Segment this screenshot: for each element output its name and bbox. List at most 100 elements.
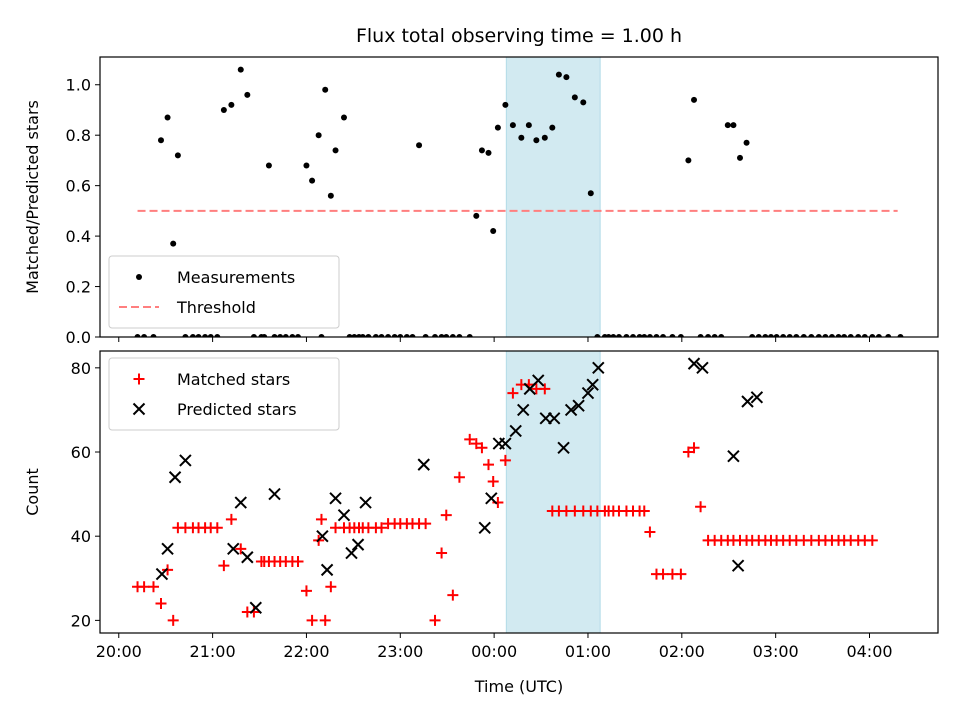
predicted-star-point xyxy=(564,403,578,417)
legend-box xyxy=(108,255,340,329)
measurement-point xyxy=(295,334,302,337)
matched-star-point xyxy=(866,534,878,546)
measurement-point xyxy=(749,334,756,337)
predicted-star-point xyxy=(345,546,358,560)
ratio-y-tick-label: 0.6 xyxy=(66,177,91,196)
matched-star-point xyxy=(429,614,441,626)
measurement-point xyxy=(409,334,416,337)
legend-label: Predicted stars xyxy=(177,400,297,419)
matched-star-point xyxy=(292,555,304,567)
measurement-point xyxy=(372,334,379,337)
measurement-point xyxy=(518,134,525,141)
measurement-point xyxy=(563,74,570,81)
measurement-point xyxy=(403,334,410,337)
predicted-star-point xyxy=(485,492,498,505)
measurement-point xyxy=(202,334,209,337)
measurement-point xyxy=(174,152,181,159)
measurement-point xyxy=(157,137,164,144)
measurement-point xyxy=(449,334,456,337)
measurement-point xyxy=(808,334,815,337)
matched-star-point xyxy=(306,614,318,626)
predicted-star-point xyxy=(337,508,351,522)
predicted-star-point xyxy=(155,567,169,581)
matched-star-point xyxy=(300,585,312,597)
matched-star-point xyxy=(440,509,452,521)
measurement-point xyxy=(318,334,325,337)
measurement-point xyxy=(473,212,480,219)
count-y-tick-label: 80 xyxy=(71,359,91,378)
measurement-point xyxy=(630,334,637,337)
measurement-point xyxy=(555,71,562,78)
measurement-point xyxy=(397,334,404,337)
measurement-point xyxy=(340,114,347,121)
measurement-point xyxy=(711,334,718,337)
measurement-point xyxy=(309,177,316,184)
measurement-point xyxy=(438,334,445,337)
ratio-y-tick-label: 1.0 xyxy=(66,76,91,95)
measurement-point xyxy=(580,99,587,106)
measurement-point xyxy=(847,334,854,337)
matched-star-point xyxy=(155,598,167,610)
count-highlight-span xyxy=(505,350,601,634)
matched-star-point xyxy=(682,446,694,458)
legend-measurement-swatch xyxy=(136,274,142,280)
ratio-frame xyxy=(99,56,939,338)
measurement-point xyxy=(773,334,780,337)
measurement-point xyxy=(220,106,227,113)
measurement-point xyxy=(653,334,660,337)
matched-star-point xyxy=(225,513,237,525)
matched-star-point xyxy=(644,526,656,538)
matched-star-point xyxy=(688,442,700,454)
measurement-point xyxy=(762,334,769,337)
matched-star-point xyxy=(315,513,327,525)
matched-star-point xyxy=(507,387,519,399)
measurement-point xyxy=(841,334,848,337)
ratio-legend: Measurements Threshold xyxy=(108,255,340,329)
predicted-star-point xyxy=(161,542,174,556)
legend-predicted-swatch xyxy=(132,402,146,416)
predicted-star-point xyxy=(329,492,342,505)
measurement-point xyxy=(327,192,334,199)
predicted-star-point xyxy=(557,441,570,455)
measurement-point xyxy=(677,334,684,337)
measurement-point xyxy=(282,334,289,337)
measurement-point xyxy=(743,139,750,146)
predicted-star-point xyxy=(268,487,281,501)
measurement-point xyxy=(605,334,612,337)
measurement-point xyxy=(855,334,862,337)
measurement-point xyxy=(378,334,385,337)
x-tick-label: 03:00 xyxy=(753,642,799,661)
ratio-y-tick-label: 0.2 xyxy=(66,278,91,297)
measurement-point xyxy=(828,334,835,337)
measurement-point xyxy=(271,334,278,337)
matched-star-point xyxy=(138,581,150,593)
predicted-star-point xyxy=(517,403,530,417)
count-frame xyxy=(99,350,939,634)
legend-label: Threshold xyxy=(176,298,256,317)
x-axis-label: Time (UTC) xyxy=(474,677,563,696)
measurement-point xyxy=(195,334,202,337)
measurement-point xyxy=(466,334,473,337)
measurement-point xyxy=(786,334,793,337)
matched-star-point xyxy=(453,471,465,483)
matched-star-point xyxy=(325,581,337,593)
measurement-point xyxy=(289,334,296,337)
measurement-point xyxy=(315,132,322,139)
measurement-point xyxy=(494,124,501,131)
measurement-point xyxy=(422,334,429,337)
matched-star-point xyxy=(695,501,707,513)
measurement-point xyxy=(875,334,882,337)
matched-star-point xyxy=(638,505,650,517)
x-tick-label: 02:00 xyxy=(659,642,705,661)
measurement-point xyxy=(730,122,737,129)
measurement-point xyxy=(525,122,532,129)
predicted-star-point xyxy=(750,391,764,404)
x-tick-label: 21:00 xyxy=(190,642,236,661)
predicted-star-point xyxy=(741,395,754,408)
measurement-point xyxy=(705,334,712,337)
measurement-point xyxy=(897,334,904,337)
measurement-point xyxy=(660,334,667,337)
measurement-point xyxy=(261,334,268,337)
predicted-star-point xyxy=(168,471,182,484)
